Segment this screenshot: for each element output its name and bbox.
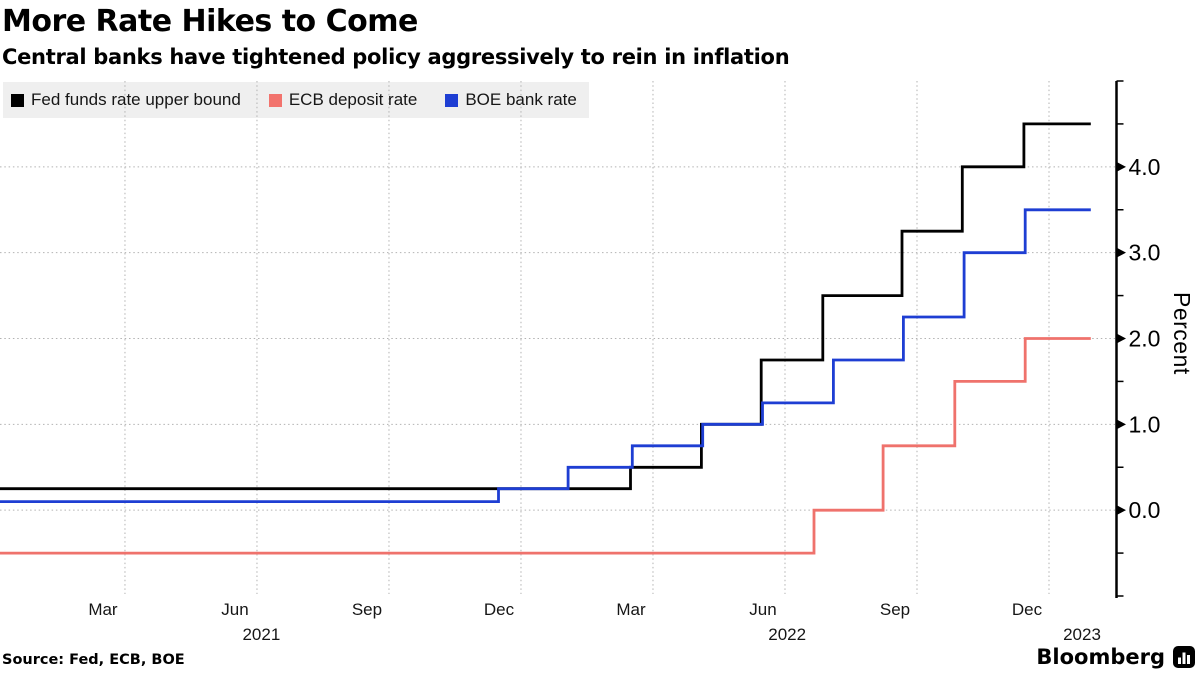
legend-label: ECB deposit rate (288, 90, 418, 109)
x-month-label: Jun (749, 600, 776, 619)
y-tick-label: 2.0 (1129, 326, 1161, 352)
chart-title: More Rate Hikes to Come (2, 4, 418, 39)
legend-swatch (11, 93, 24, 107)
legend-swatch (445, 93, 459, 107)
chart-legend: Fed funds rate upper bound ECB deposit ra… (3, 82, 589, 118)
legend-item-ecb-deposit-rate: ECB deposit rate (268, 90, 418, 110)
x-year-label: 2021 (242, 625, 280, 644)
x-month-label: Sep (352, 600, 382, 619)
legend-label: BOE bank rate (465, 90, 577, 109)
y-axis-minor-ticks (1116, 80, 1124, 597)
y-gridlines (0, 166, 1115, 511)
x-month-label: Sep (880, 600, 910, 619)
x-gridlines (124, 81, 1050, 594)
x-year-label: 2022 (768, 625, 806, 644)
y-tick-arrow (1116, 505, 1126, 516)
x-month-label: Dec (1012, 600, 1043, 619)
y-tick-label: 3.0 (1129, 240, 1161, 266)
x-month-labels: Mar Jun Sep Dec Mar Jun Sep Dec (88, 600, 1042, 619)
series-fed-funds-rate-upper-bound (0, 122, 1091, 491)
legend-background (3, 82, 589, 118)
y-tick-label: 4.0 (1129, 154, 1161, 180)
legend-item-boe-bank-rate: BOE bank rate (445, 90, 577, 110)
series-boe-bank-rate (0, 208, 1091, 503)
series-ecb-deposit-rate (0, 337, 1091, 555)
x-month-label: Jun (221, 600, 248, 619)
y-axis-title: Percent (1169, 292, 1195, 375)
y-tick-arrow (1116, 161, 1126, 172)
bar-chart-icon (1173, 646, 1195, 668)
y-tick-arrow (1116, 419, 1126, 430)
bloomberg-wordmark: Bloomberg (1036, 645, 1165, 669)
legend-item-fed-funds-rate-upper-bound: Fed funds rate upper bound (11, 90, 241, 110)
x-year-label: 2023 (1063, 625, 1101, 644)
x-month-label: Mar (616, 600, 646, 619)
y-tick-label: 1.0 (1129, 411, 1161, 437)
bloomberg-logo: Bloomberg (1036, 645, 1195, 669)
source-note: Source: Fed, ECB, BOE (2, 652, 185, 668)
y-tick-arrow (1116, 247, 1126, 258)
y-axis-major-ticks-and-labels: 0.0 1.0 2.0 3.0 4.0 (1116, 154, 1161, 523)
chart-subtitle: Central banks have tightened policy aggr… (2, 45, 790, 69)
x-year-labels: 2021 2022 2023 (242, 625, 1100, 644)
x-month-label: Dec (484, 600, 515, 619)
legend-swatch (268, 93, 282, 107)
legend-label: Fed funds rate upper bound (31, 90, 241, 109)
x-month-label: Mar (88, 600, 118, 619)
y-tick-label: 0.0 (1129, 497, 1161, 523)
y-tick-arrow (1116, 333, 1126, 344)
